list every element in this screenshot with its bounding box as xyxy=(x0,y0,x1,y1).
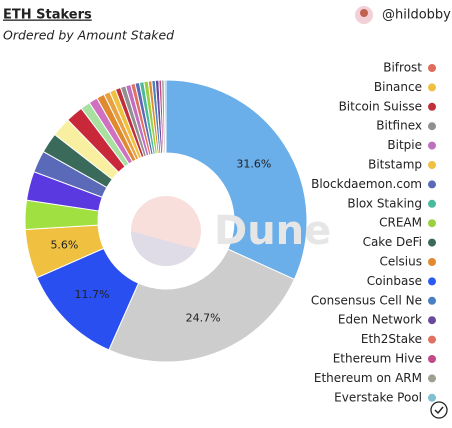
legend-label: CREAM xyxy=(379,216,422,230)
pie-slice xyxy=(165,79,308,281)
legend-label: Blockdaemon.com xyxy=(311,177,422,191)
legend-swatch xyxy=(428,258,436,266)
legend-label: Consensus Cell Ne xyxy=(311,293,422,307)
legend-swatch xyxy=(428,141,436,150)
legend-swatch xyxy=(428,180,436,189)
data-label: 11.7% xyxy=(75,288,110,301)
check-icon[interactable] xyxy=(430,401,448,419)
watermark: Dune xyxy=(214,208,331,254)
legend-label: Ethereum Hive xyxy=(333,352,422,366)
legend-swatch xyxy=(428,102,436,111)
avatar-face xyxy=(360,9,368,17)
legend-swatch xyxy=(428,219,436,228)
data-label: 31.6% xyxy=(236,157,271,170)
pie-slice xyxy=(163,79,167,154)
legend-swatch xyxy=(428,122,436,131)
chart-subtitle: Ordered by Amount Staked xyxy=(3,28,174,43)
data-label: 5.6% xyxy=(50,239,78,252)
legend-label: Coinbase xyxy=(367,274,422,288)
legend-swatch xyxy=(428,161,436,169)
legend-swatch xyxy=(428,277,436,286)
legend-swatch xyxy=(428,355,436,363)
legend-label: Everstake Pool xyxy=(334,390,422,404)
legend-label: Bitstamp xyxy=(368,158,422,172)
legend-swatch xyxy=(428,64,436,72)
legend-label: Cake DeFi xyxy=(363,235,422,249)
legend-swatch xyxy=(428,238,436,247)
legend-label: Binance xyxy=(374,80,422,94)
legend-label: Eden Network xyxy=(338,313,422,327)
legend-label: Bifrost xyxy=(383,61,422,75)
pie-slice xyxy=(108,248,296,363)
legend-swatch xyxy=(428,335,436,344)
legend: Bifrost Binance Bitcoin Suisse Bitfinex Bitp… xyxy=(311,61,436,404)
legend-label: Bitpie xyxy=(387,138,422,152)
check-mark xyxy=(434,406,444,415)
pie: 31.6% 24.7% 11.7% 5.6% Dune xyxy=(24,79,331,363)
legend-swatch xyxy=(428,393,436,402)
legend-swatch xyxy=(428,316,436,325)
author[interactable]: @hildobby xyxy=(382,8,451,23)
legend-swatch xyxy=(428,83,436,92)
legend-swatch xyxy=(428,199,436,208)
legend-label: Blox Staking xyxy=(347,196,422,210)
legend-swatch xyxy=(428,374,436,383)
legend-label: Ethereum on ARM xyxy=(314,371,422,385)
legend-label: Eth2Stake xyxy=(361,332,422,346)
legend-label: Bitfinex xyxy=(376,119,422,133)
legend-swatch xyxy=(428,296,436,305)
chart-title: ETH Stakers xyxy=(3,8,92,23)
data-label: 24.7% xyxy=(186,312,221,325)
legend-label: Bitcoin Suisse xyxy=(339,99,422,113)
legend-label: Celsius xyxy=(379,255,422,269)
watermark-wedge xyxy=(131,231,196,266)
